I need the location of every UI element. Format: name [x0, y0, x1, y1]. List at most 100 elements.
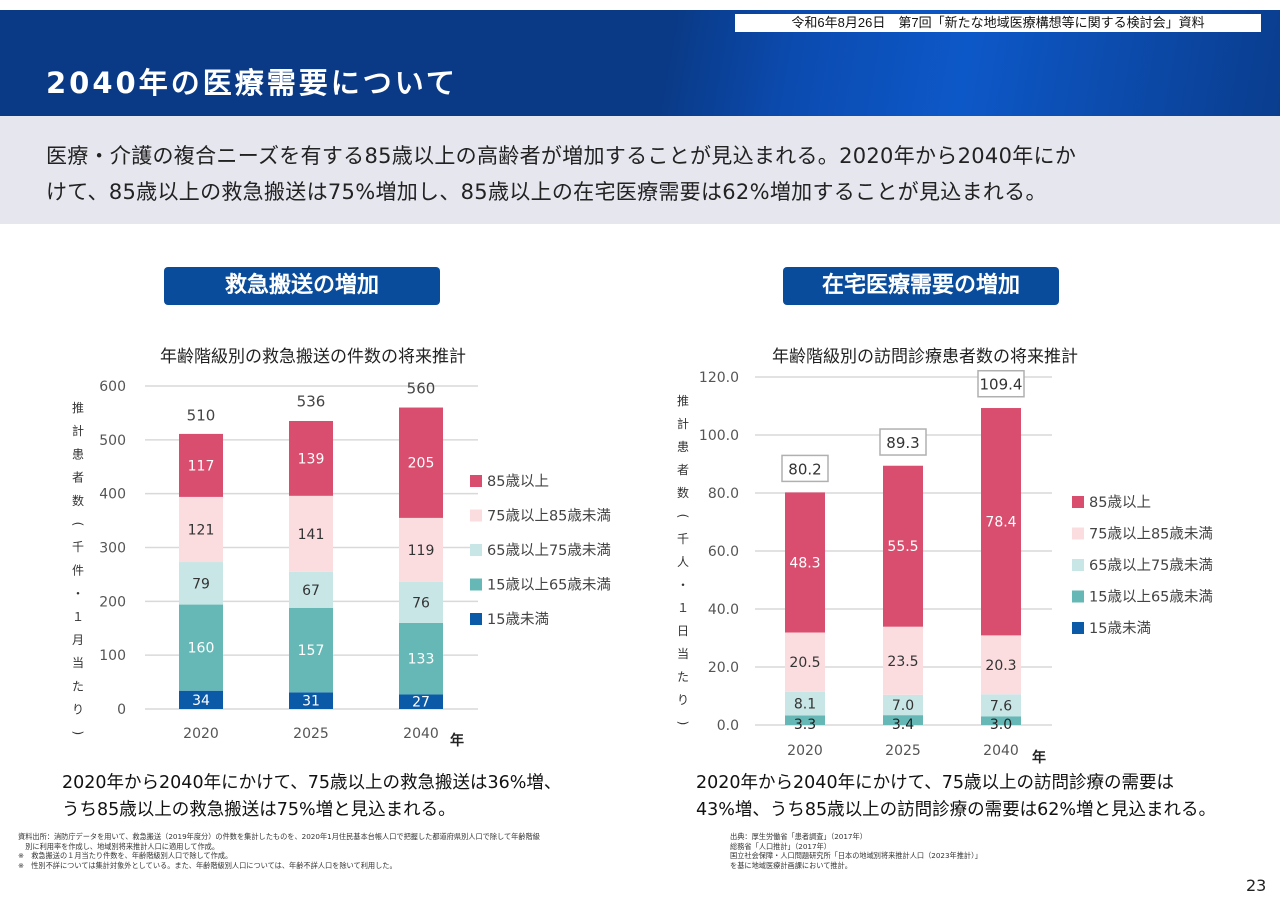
y-tick-label: 300	[99, 541, 126, 557]
legend-label: 75歳以上85歳未満	[1089, 526, 1213, 543]
y-axis-label-char: 当	[677, 647, 689, 661]
y-axis-label-char: た	[677, 670, 689, 684]
legend-swatch	[470, 613, 482, 625]
y-axis-label-char: )	[71, 730, 85, 735]
legend-label: 75歳以上85歳未満	[487, 508, 611, 525]
total-label: 510	[187, 406, 216, 424]
y-axis-label-char: 患	[72, 447, 84, 461]
bar-segment	[399, 581, 443, 623]
bar-segment	[883, 694, 923, 716]
bar-segment	[981, 694, 1021, 717]
bar-segment	[399, 622, 443, 695]
legend-swatch	[1072, 527, 1084, 540]
total-label: 560	[407, 380, 436, 398]
y-tick-label: 100.0	[699, 428, 739, 444]
y-axis-label-char: 千	[72, 540, 84, 554]
data-label: 139	[298, 451, 325, 467]
source-note: ※ 救急搬送の１月当たり件数を、年齢階級別人口で除して作成。	[18, 851, 233, 860]
y-axis-label-char: 人	[677, 555, 689, 569]
legend-label: 15歳未満	[1089, 620, 1151, 637]
y-axis-label-char: 当	[72, 656, 84, 670]
summary-band	[0, 116, 1280, 224]
legend-swatch	[1072, 622, 1084, 634]
bar-segment	[289, 607, 333, 693]
x-tick-label: 2040	[983, 743, 1019, 759]
bar-segment	[289, 495, 333, 572]
data-label: 3.4	[892, 717, 914, 733]
summary-line-1: 医療・介護の複合ニーズを有する85歳以上の高齢者が増加することが見込まれる。20…	[46, 144, 1077, 168]
source-note: ※ 性別不詳については集計対象外としている。また、年齢階級別人口については、年齢…	[18, 860, 397, 870]
data-label: 141	[298, 527, 325, 543]
y-tick-label: 60.0	[708, 544, 739, 560]
page-title: 2040年の医療需要について	[46, 66, 458, 100]
data-label: 27	[412, 695, 430, 711]
y-axis-label-char: 者	[72, 471, 84, 485]
source-note: を基に地域医療計画課において推計。	[730, 860, 852, 870]
y-tick-label: 600	[99, 379, 126, 395]
data-label: 160	[188, 641, 215, 657]
legend-label: 15歳未満	[487, 611, 549, 628]
data-label: 55.5	[887, 539, 918, 555]
bar-segment	[399, 407, 443, 518]
bar-segment	[981, 408, 1021, 636]
y-tick-label: 0	[117, 702, 126, 718]
y-tick-label: 100	[99, 648, 126, 664]
data-label: 34	[192, 693, 210, 709]
legend-swatch	[1072, 590, 1084, 603]
source-notes-emergency: 資料出所：消防庁データを用いて、救急搬送（2019年度分）の件数を集計したものを…	[18, 832, 540, 870]
bar-segment	[981, 716, 1021, 725]
data-label: 67	[302, 583, 320, 599]
y-axis-label-char: (	[676, 514, 690, 519]
chart-title-home-care: 年齢階級別の訪問診療患者数の将来推計	[772, 347, 1078, 367]
legend-swatch	[1072, 559, 1084, 571]
y-axis-label-char: 月	[72, 633, 84, 647]
x-tick-label: 2040	[403, 726, 439, 742]
section-badge-emergency: 救急搬送の増加	[164, 267, 440, 305]
bar-segment	[785, 492, 825, 633]
legend-swatch	[470, 578, 482, 591]
data-label: 3.0	[990, 717, 1012, 733]
x-tick-label: 2020	[787, 743, 823, 759]
chart-title-emergency: 年齢階級別の救急搬送の件数の将来推計	[160, 347, 466, 367]
bar-segment	[179, 604, 223, 691]
data-label: 157	[298, 643, 325, 659]
bar-segment	[179, 690, 223, 709]
source-note: 出典：厚生労働省「患者調査」（2017年）	[730, 832, 867, 841]
section-badge-home-care: 在宅医療需要の増加	[783, 267, 1059, 305]
x-axis-label: 年	[1032, 749, 1046, 766]
data-label: 20.3	[985, 658, 1016, 674]
total-label-box	[977, 369, 1025, 398]
y-tick-label: 20.0	[708, 660, 739, 676]
total-label: 89.3	[886, 434, 919, 452]
y-axis-label-char: 計	[677, 416, 689, 431]
x-axis-label: 年	[450, 732, 464, 749]
y-axis-label-char: り	[677, 693, 689, 707]
legend-swatch	[470, 544, 482, 556]
source-note: 国立社会保障・人口問題研究所「日本の地域別将来推計人口（2023年推計）」	[730, 851, 982, 860]
data-label: 7.0	[892, 698, 914, 714]
bar-segment	[399, 694, 443, 709]
summary-line-2: けて、85歳以上の救急搬送は75%増加し、85歳以上の在宅医療需要は62%増加す…	[46, 180, 1047, 204]
legend-label: 85歳以上	[487, 473, 549, 490]
caption-home-care-2: 43%増、うち85歳以上の訪問診療の需要は62%増と見込まれる。	[696, 800, 1217, 820]
y-axis-label-char: た	[72, 679, 84, 693]
legend-swatch	[1072, 496, 1084, 508]
y-axis-label-char: 数	[677, 485, 689, 500]
y-axis-label-char: １	[677, 601, 689, 615]
data-label: 76	[412, 595, 430, 611]
bar-segment	[179, 496, 223, 563]
total-label: 109.4	[980, 376, 1023, 394]
bar-segment	[179, 562, 223, 605]
total-label: 536	[297, 392, 326, 410]
legend-label: 65歳以上75歳未満	[1089, 557, 1213, 574]
y-axis-label-char: )	[676, 721, 690, 726]
y-axis-label-char: 日	[677, 624, 689, 638]
bar-segment	[399, 517, 443, 582]
y-tick-label: 40.0	[708, 602, 739, 618]
bar-segment	[883, 626, 923, 695]
data-label: 205	[408, 456, 435, 472]
bar-segment	[179, 433, 223, 497]
y-axis-label-char: 患	[677, 440, 689, 454]
